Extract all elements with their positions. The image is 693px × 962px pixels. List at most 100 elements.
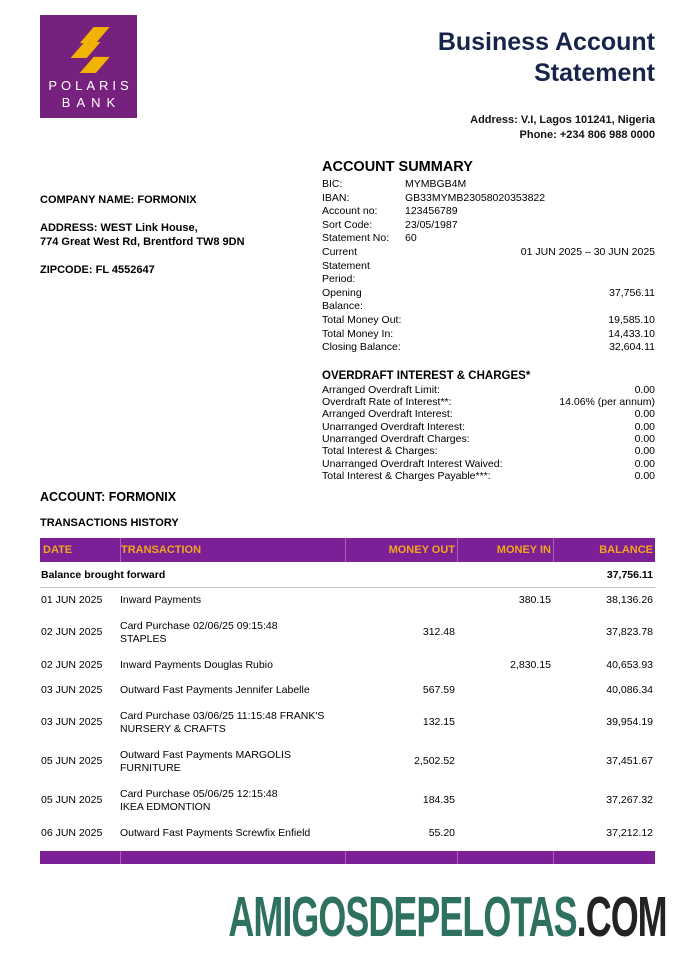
transactions-table: DATE TRANSACTION MONEY OUT MONEY IN BALA… bbox=[40, 538, 655, 865]
watermark: AMIGOSDEPELOTAS.COM bbox=[229, 884, 668, 950]
transaction-date: 02 JUN 2025 bbox=[41, 626, 103, 639]
transaction-description: Inward Payments bbox=[120, 594, 202, 607]
statement-header: POLARIS BANK Business Account Statement … bbox=[40, 0, 655, 142]
overdraft-label: Arranged Overdraft Limit: bbox=[322, 383, 440, 396]
summary-row: Total Money Out: 19,585.10 bbox=[322, 314, 655, 328]
transaction-money-in: 380.15 bbox=[518, 594, 551, 607]
overdraft-value: 0.00 bbox=[634, 432, 655, 445]
summary-value: 60 bbox=[405, 232, 417, 245]
overdraft-label: Total Interest & Charges: bbox=[322, 445, 438, 458]
transaction-date: 02 JUN 2025 bbox=[41, 658, 103, 671]
account-summary-title: ACCOUNT SUMMARY bbox=[322, 159, 473, 175]
overdraft-row: Arranged Overdraft Interest: 0.00 bbox=[322, 408, 655, 420]
table-row: 05 JUN 2025 Card Purchase 05/06/25 12:15… bbox=[40, 782, 655, 821]
company-info-block: COMPANY NAME: FORMONIX ADDRESS: WEST Lin… bbox=[40, 193, 310, 277]
summary-value: 37,756.11 bbox=[609, 286, 655, 299]
company-zipcode: ZIPCODE: FL 4552647 bbox=[40, 264, 155, 276]
transaction-date: 05 JUN 2025 bbox=[41, 755, 103, 768]
summary-value: 32,604.11 bbox=[609, 341, 655, 354]
transaction-money-in: 2,830.15 bbox=[510, 658, 551, 671]
transaction-description: Outward Fast Payments MARGOLIS FURNITURE bbox=[120, 748, 291, 775]
transaction-balance: 37,451.67 bbox=[606, 755, 653, 768]
table-row: 05 JUN 2025 Outward Fast Payments MARGOL… bbox=[40, 743, 655, 782]
summary-row: BIC: MYMBGB4M bbox=[322, 178, 655, 192]
table-row: 06 JUN 2025 Outward Fast Payments Screwf… bbox=[40, 821, 655, 847]
summary-label: Current Statement Period: bbox=[322, 245, 370, 286]
transaction-description: Card Purchase 05/06/25 12:15:48 IKEA EDM… bbox=[120, 787, 278, 814]
transaction-balance: 38,136.26 bbox=[606, 594, 653, 607]
transaction-date: 01 JUN 2025 bbox=[41, 594, 103, 607]
overdraft-value: 0.00 bbox=[634, 457, 655, 470]
summary-value: 123456789 bbox=[405, 205, 458, 218]
bank-contact-block: Address: V.I, Lagos 101241, Nigeria Phon… bbox=[438, 113, 655, 142]
overdraft-row: Arranged Overdraft Limit: 0.00 bbox=[322, 384, 655, 396]
summary-row: Total Money In: 14,433.10 bbox=[322, 328, 655, 342]
summary-row: Account no: 123456789 bbox=[322, 205, 655, 219]
transaction-balance: 40,653.93 bbox=[606, 658, 653, 671]
summary-label: Statement No: bbox=[322, 232, 390, 245]
transaction-money-out: 55.20 bbox=[428, 826, 455, 839]
summary-label: Total Money In: bbox=[322, 327, 394, 340]
polaris-bank-logo: POLARIS BANK bbox=[40, 15, 137, 118]
account-heading: ACCOUNT: FORMONIX bbox=[40, 490, 177, 505]
document-title: Business Account Statement bbox=[438, 27, 655, 89]
summary-section: COMPANY NAME: FORMONIX ADDRESS: WEST Lin… bbox=[40, 159, 655, 482]
transaction-date: 03 JUN 2025 bbox=[41, 684, 103, 697]
transaction-description: Card Purchase 03/06/25 11:15:48 FRANK'S … bbox=[120, 709, 325, 736]
summary-value: 14,433.10 bbox=[608, 327, 655, 340]
table-row: 01 JUN 2025 Inward Payments 380.15 38,13… bbox=[40, 588, 655, 614]
overdraft-row: Total Interest & Charges Payable***: 0.0… bbox=[322, 470, 655, 482]
overdraft-value: 0.00 bbox=[634, 408, 655, 421]
overdraft-label: Arranged Overdraft Interest: bbox=[322, 408, 453, 421]
overdraft-row: Total Interest & Charges: 0.00 bbox=[322, 445, 655, 457]
table-row: 03 JUN 2025 Outward Fast Payments Jennif… bbox=[40, 678, 655, 704]
summary-row: IBAN: GB33MYMB23058020353822 bbox=[322, 192, 655, 206]
overdraft-label: Unarranged Overdraft Interest Waived: bbox=[322, 457, 503, 470]
summary-value: MYMBGB4M bbox=[405, 178, 467, 190]
overdraft-value: 0.00 bbox=[634, 420, 655, 433]
overdraft-row: Overdraft Rate of Interest**: 14.06% (pe… bbox=[322, 396, 655, 408]
summary-label: Opening Balance: bbox=[322, 286, 363, 313]
summary-row: Opening Balance: 37,756.11 bbox=[322, 287, 655, 314]
transaction-balance: 40,086.34 bbox=[606, 684, 653, 697]
lightning-bolt-icon bbox=[70, 27, 110, 73]
header-right: Business Account Statement Address: V.I,… bbox=[438, 0, 655, 142]
transaction-balance: 37,823.78 bbox=[606, 626, 653, 639]
transaction-description: Card Purchase 02/06/25 09:15:48 STAPLES bbox=[120, 619, 278, 646]
summary-value: 19,585.10 bbox=[608, 313, 655, 326]
transaction-date: 05 JUN 2025 bbox=[41, 794, 103, 807]
overdraft-row: Unarranged Overdraft Interest Waived: 0.… bbox=[322, 458, 655, 470]
transaction-money-out: 132.15 bbox=[422, 716, 455, 729]
transaction-money-out: 2,502.52 bbox=[414, 755, 455, 768]
summary-value: GB33MYMB23058020353822 bbox=[405, 191, 546, 204]
summary-row: Sort Code: 23/05/1987 bbox=[322, 219, 655, 233]
transaction-description: Outward Fast Payments Screwfix Enfield bbox=[120, 826, 311, 839]
column-header-money-out: MONEY OUT bbox=[345, 538, 457, 563]
summary-row: Statement No: 60 bbox=[322, 232, 655, 246]
overdraft-value: 0.00 bbox=[634, 445, 655, 458]
balance-brought-forward-row: Balance brought forward 37,756.11 bbox=[40, 562, 655, 589]
statement-page: POLARIS BANK Business Account Statement … bbox=[40, 0, 655, 865]
summary-label: Account no: bbox=[322, 205, 378, 218]
transaction-money-out: 567.59 bbox=[422, 684, 455, 697]
column-header-money-in: MONEY IN bbox=[457, 538, 553, 563]
summary-label: Sort Code: bbox=[322, 218, 373, 231]
transaction-balance: 39,954.19 bbox=[606, 716, 653, 729]
logo-text-polaris: POLARIS bbox=[48, 78, 133, 93]
account-summary-column: ACCOUNT SUMMARY BIC: MYMBGB4M IBAN: GB33… bbox=[322, 159, 655, 482]
bank-address: Address: V.I, Lagos 101241, Nigeria bbox=[470, 114, 655, 126]
title-line-2: Statement bbox=[534, 59, 655, 87]
table-row: 02 JUN 2025 Card Purchase 02/06/25 09:15… bbox=[40, 614, 655, 653]
watermark-tld: .COM bbox=[577, 885, 668, 949]
transaction-description: Inward Payments Douglas Rubio bbox=[120, 658, 273, 671]
transaction-money-out: 184.35 bbox=[422, 794, 455, 807]
summary-row: Current Statement Period: 01 JUN 2025 – … bbox=[322, 246, 655, 287]
column-header-balance: BALANCE bbox=[553, 538, 655, 563]
overdraft-value: 0.00 bbox=[634, 469, 655, 482]
title-line-1: Business Account bbox=[437, 28, 655, 56]
overdraft-label: Unarranged Overdraft Charges: bbox=[322, 432, 470, 445]
bank-phone: Phone: +234 806 988 0000 bbox=[519, 128, 655, 141]
summary-row: Closing Balance: 32,604.11 bbox=[322, 341, 655, 355]
table-header-row: DATE TRANSACTION MONEY OUT MONEY IN BALA… bbox=[40, 538, 655, 563]
transaction-date: 06 JUN 2025 bbox=[41, 826, 103, 839]
